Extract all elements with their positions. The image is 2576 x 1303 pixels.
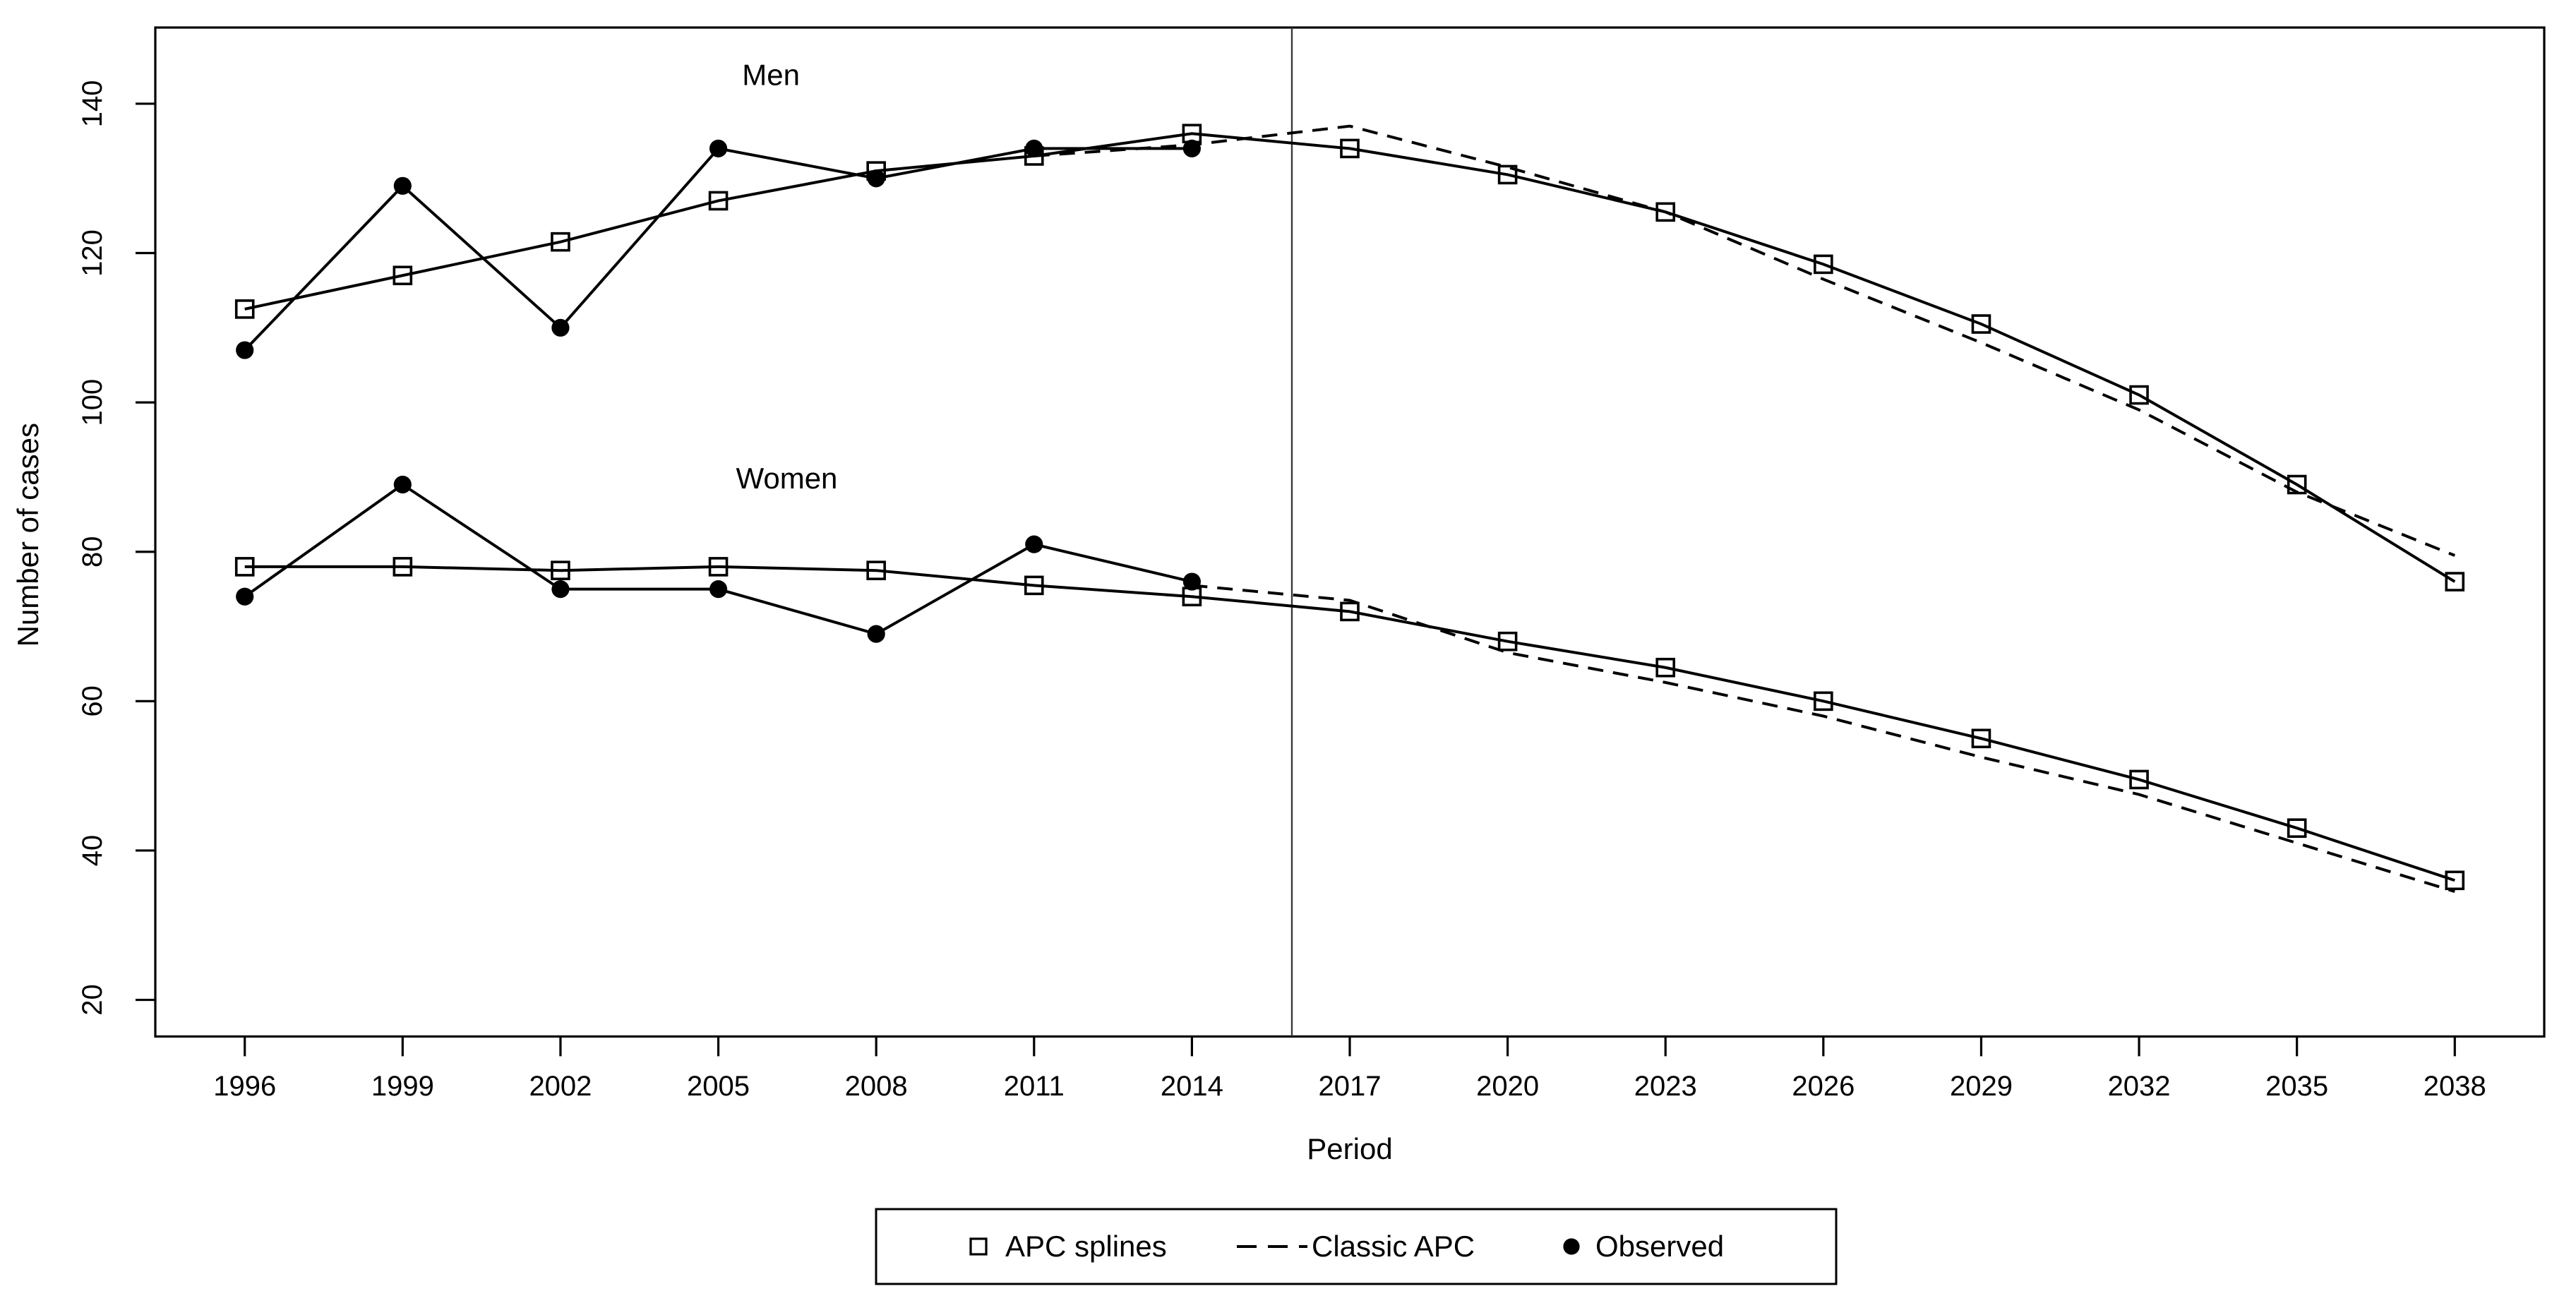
legend-box xyxy=(875,1208,1838,1285)
series-group-label-men: Men xyxy=(742,58,800,91)
marker-filled-circle xyxy=(709,139,728,158)
marker-open-square xyxy=(1814,691,1833,711)
legend-label-apc-splines: APC splines xyxy=(1005,1230,1167,1263)
marker-open-square xyxy=(551,232,570,252)
y-axis-tick-label: 80 xyxy=(77,536,108,568)
x-axis-title: Period xyxy=(1307,1132,1392,1165)
marker-open-square xyxy=(393,265,413,286)
series-line-women-none xyxy=(1192,584,2455,894)
marker-filled-circle xyxy=(393,475,412,494)
marker-open-square xyxy=(2445,572,2465,592)
marker-open-square xyxy=(1971,728,1991,749)
x-axis-tick-label: 2023 xyxy=(1634,1071,1697,1102)
marker-open-square xyxy=(708,191,729,211)
x-axis-tick-label: 2035 xyxy=(2265,1071,2328,1102)
y-axis-tick-label: 120 xyxy=(77,229,108,277)
x-axis-tick-label: 2026 xyxy=(1792,1071,1855,1102)
marker-filled-circle xyxy=(1182,572,1201,591)
marker-open-square xyxy=(1655,657,1676,678)
series-line-men-opensquare xyxy=(244,132,2456,583)
y-axis-tick-label: 100 xyxy=(77,379,108,426)
series-line-men-none xyxy=(1034,124,2456,557)
marker-filled-circle xyxy=(1025,139,1043,158)
marker-filled-circle xyxy=(551,318,570,337)
marker-open-square xyxy=(2445,870,2465,891)
marker-open-square xyxy=(551,560,570,580)
marker-open-square xyxy=(1024,575,1044,596)
marker-filled-circle xyxy=(867,169,885,188)
y-axis-title: Number of cases xyxy=(11,423,44,647)
marker-open-square xyxy=(708,557,729,577)
x-axis-tick-label: 2020 xyxy=(1476,1071,1539,1102)
series-line-women-opensquare xyxy=(244,565,2455,882)
x-axis-tick-label: 2038 xyxy=(2424,1071,2486,1102)
marker-open-square xyxy=(234,557,255,577)
x-axis-tick-label: 2005 xyxy=(687,1071,750,1102)
marker-filled-circle xyxy=(1182,139,1201,158)
x-axis-tick-label: 2032 xyxy=(2108,1071,2171,1102)
legend-open-square-icon xyxy=(969,1237,988,1256)
marker-filled-circle xyxy=(709,580,728,599)
marker-open-square xyxy=(2287,818,2307,839)
marker-filled-circle xyxy=(236,587,254,606)
x-axis-tick-label: 2029 xyxy=(1950,1071,2013,1102)
marker-filled-circle xyxy=(1025,535,1043,553)
x-axis-tick-label: 1996 xyxy=(213,1071,276,1102)
y-axis-tick-label: 40 xyxy=(77,835,108,867)
marker-open-square xyxy=(1340,601,1360,622)
marker-open-square xyxy=(1971,314,1991,334)
marker-open-square xyxy=(866,560,886,580)
marker-filled-circle xyxy=(867,625,885,643)
marker-open-square xyxy=(1340,138,1360,159)
marker-filled-circle xyxy=(551,580,570,599)
marker-open-square xyxy=(1497,631,1518,652)
y-axis-tick-label: 140 xyxy=(77,80,108,128)
plot-border xyxy=(154,26,2546,1038)
marker-open-square xyxy=(393,557,413,577)
marker-filled-circle xyxy=(393,176,412,195)
marker-open-square xyxy=(2129,769,2149,790)
legend-label-observed: Observed xyxy=(1595,1230,1724,1263)
plot-area: 1996 1999 2002 2005 2008 2011 2014 2017 2020 2023… xyxy=(11,26,2546,1285)
marker-open-square xyxy=(234,299,255,319)
marker-open-square xyxy=(2287,474,2307,495)
x-axis-tick-label: 2002 xyxy=(529,1071,592,1102)
x-axis-tick-label: 1999 xyxy=(371,1071,434,1102)
marker-open-square xyxy=(2129,385,2149,405)
y-axis-tick-label: 60 xyxy=(77,685,108,717)
x-axis-tick-label: 2008 xyxy=(845,1071,908,1102)
marker-open-square xyxy=(1655,202,1676,222)
series-group-label-women: Women xyxy=(736,462,837,495)
x-axis-tick-label: 2017 xyxy=(1319,1071,1382,1102)
legend-label-classic-apc: Classic APC xyxy=(1312,1230,1475,1263)
series-line-men-filledcircle xyxy=(244,147,1192,352)
x-axis-tick-label: 2014 xyxy=(1161,1071,1223,1102)
y-axis-tick-label: 20 xyxy=(77,984,108,1016)
x-axis-tick-label: 2011 xyxy=(1004,1071,1065,1102)
legend-filled-circle-icon xyxy=(1563,1238,1580,1255)
marker-open-square xyxy=(1497,164,1518,185)
marker-filled-circle xyxy=(236,341,254,359)
marker-open-square xyxy=(1814,254,1833,275)
